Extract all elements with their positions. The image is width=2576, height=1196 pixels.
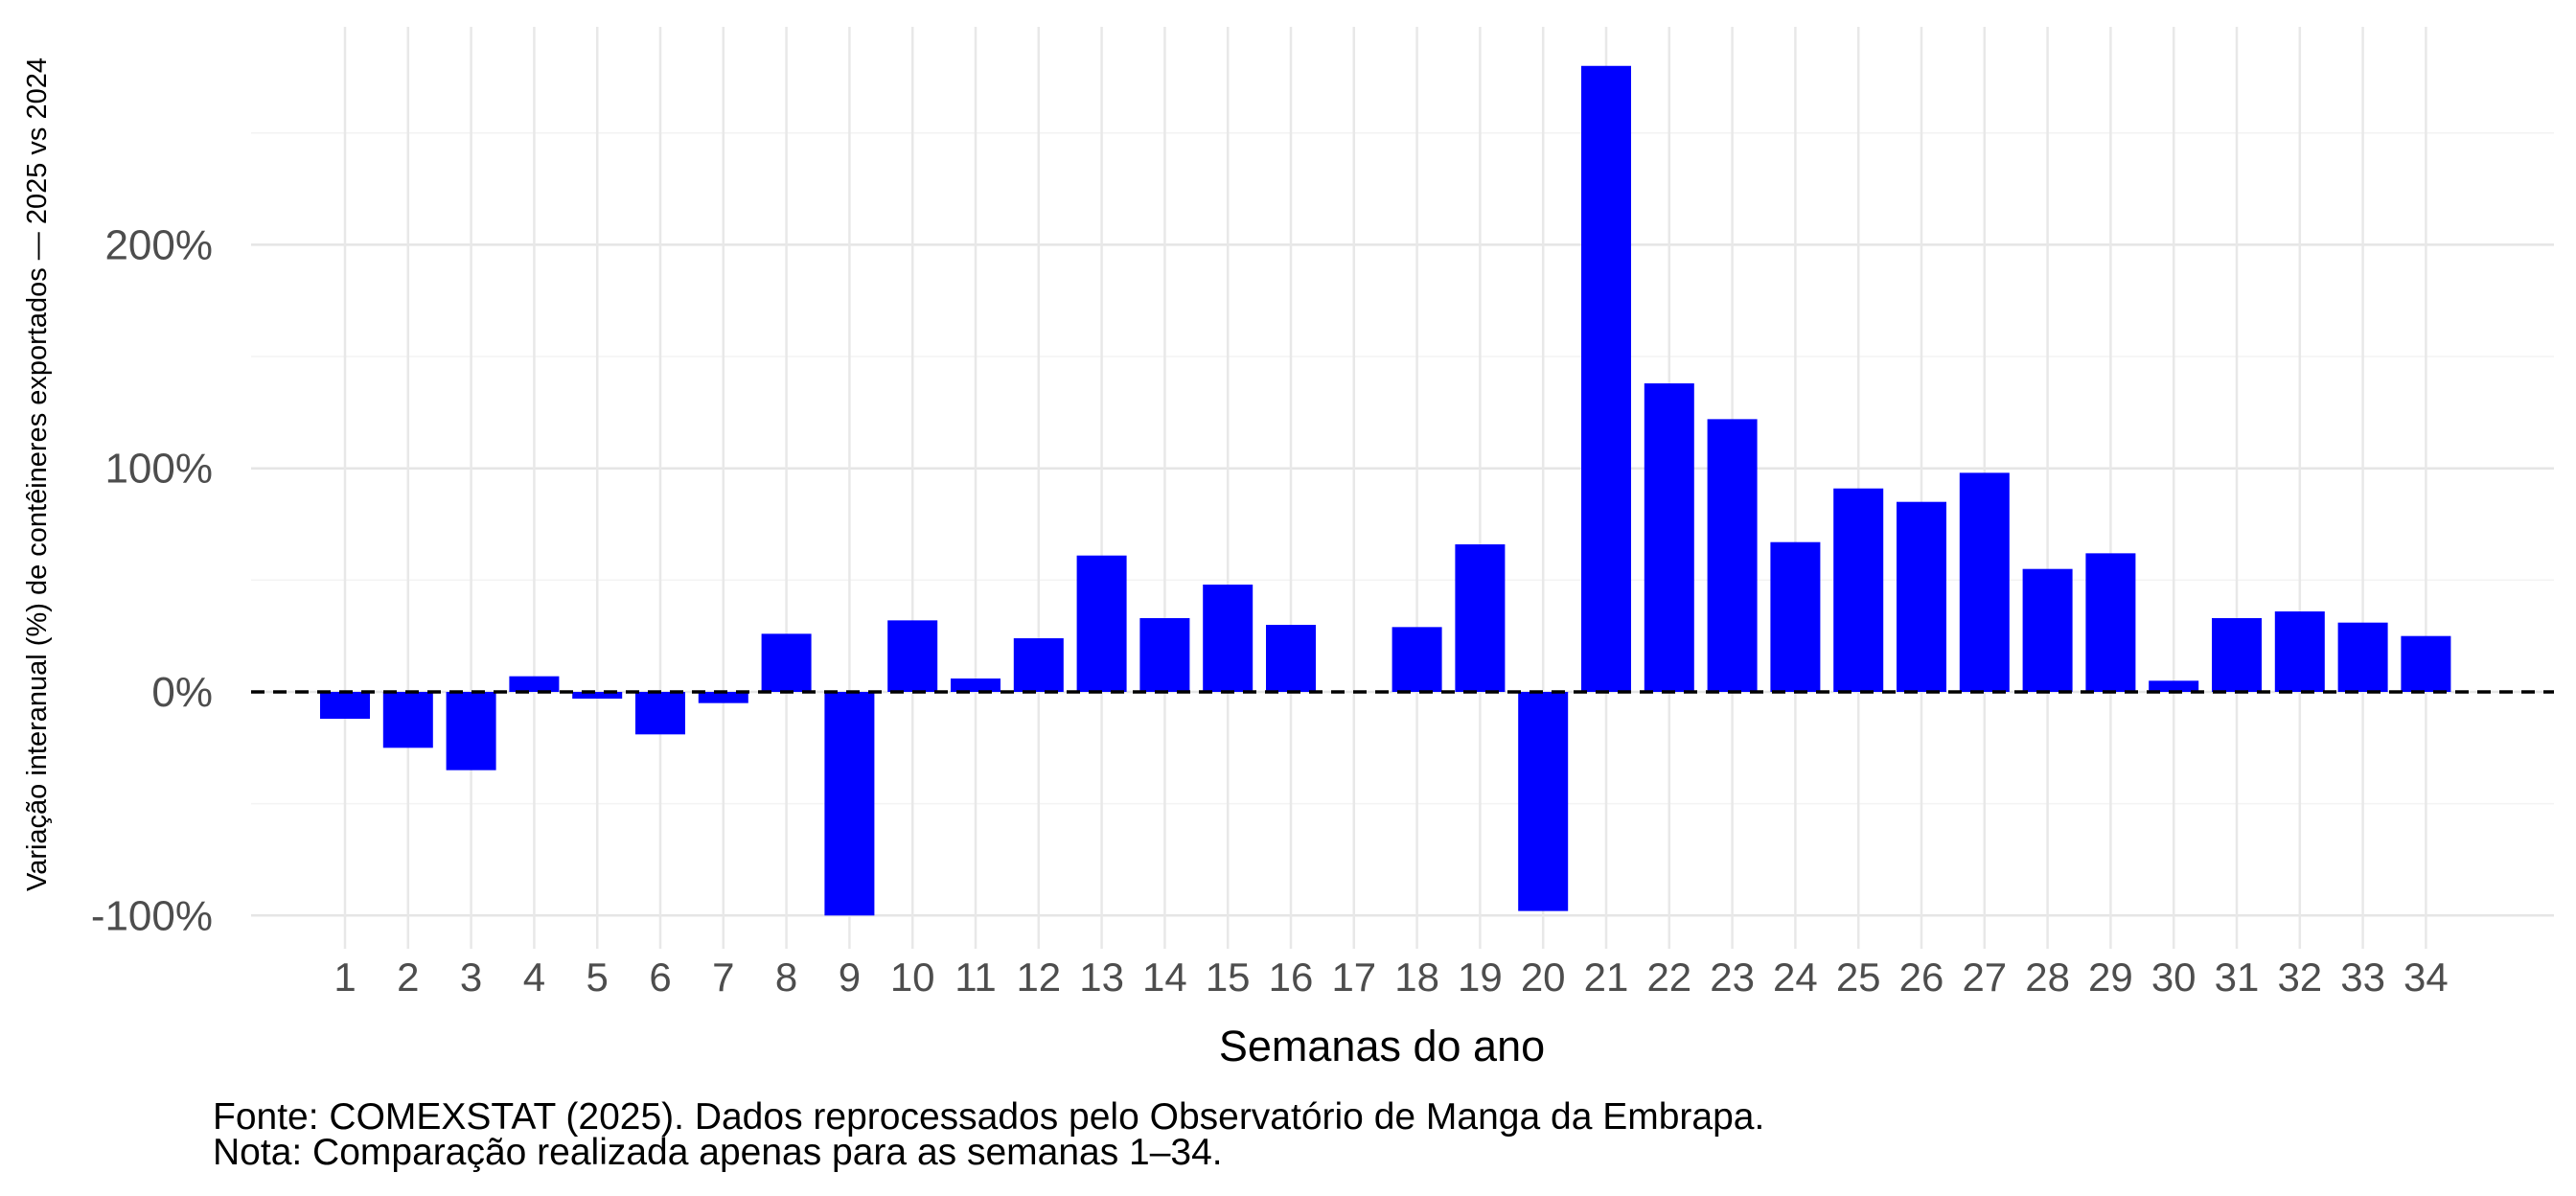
bar-week-1: [320, 692, 370, 719]
bar-week-4: [509, 676, 560, 692]
x-tick-label: 15: [1206, 954, 1251, 1000]
bar-week-22: [1644, 383, 1694, 692]
x-tick-label: 4: [523, 954, 545, 1000]
x-tick-label: 12: [1016, 954, 1061, 1000]
bar-week-23: [1707, 419, 1758, 692]
bar-week-27: [1959, 472, 2010, 692]
x-tick-label: 22: [1646, 954, 1691, 1000]
x-tick-label: 1: [334, 954, 356, 1000]
bar-week-18: [1392, 627, 1442, 692]
x-tick-label: 11: [954, 954, 997, 1000]
grid: [251, 27, 2554, 949]
x-tick-label: 16: [1269, 954, 1314, 1000]
x-tick-label: 20: [1521, 954, 1566, 1000]
x-tick-label: 30: [2151, 954, 2196, 1000]
source-caption: Fonte: COMEXSTAT (2025). Dados reprocess…: [213, 1096, 1765, 1138]
bar-week-8: [761, 633, 812, 692]
note-caption: Nota: Comparação realizada apenas para a…: [213, 1132, 1223, 1173]
x-tick-label: 2: [397, 954, 419, 1000]
bar-week-9: [824, 692, 875, 916]
x-tick-label: 19: [1458, 954, 1503, 1000]
x-tick-label: 33: [2340, 954, 2385, 1000]
x-tick-label: 8: [775, 954, 797, 1000]
bar-week-25: [1833, 488, 1884, 692]
bar-week-11: [951, 678, 1000, 692]
x-tick-labels: 1 2 3 4 5 6 7 8 9 10 11 12 13 14 15 16 17 18 19 20 21 22 23 24 2…: [334, 954, 2448, 1000]
bar-week-30: [2149, 680, 2199, 692]
bar-week-19: [1455, 544, 1506, 692]
bar-week-13: [1076, 555, 1127, 692]
x-tick-label: 9: [839, 954, 861, 1000]
bar-week-5: [572, 692, 623, 699]
x-tick-label: 6: [649, 954, 671, 1000]
x-tick-label: 27: [1962, 954, 2007, 1000]
bar-week-20: [1518, 692, 1569, 911]
x-tick-label: 13: [1079, 954, 1124, 1000]
x-tick-label: 10: [890, 954, 935, 1000]
x-tick-label: 26: [1899, 954, 1944, 1000]
bar-week-34: [2401, 635, 2451, 692]
bar-week-24: [1770, 541, 1821, 692]
y-tick-label: 0%: [151, 669, 213, 716]
bars: [320, 65, 2451, 916]
y-tick-label: -100%: [91, 892, 213, 939]
bar-week-31: [2212, 618, 2262, 692]
x-tick-label: 24: [1773, 954, 1818, 1000]
bar-week-26: [1897, 501, 1946, 692]
x-tick-label: 34: [2404, 954, 2449, 1000]
y-tick-label: 200%: [104, 221, 213, 268]
bar-week-33: [2337, 622, 2388, 692]
y-tick-label: 100%: [104, 446, 213, 493]
x-tick-label: 32: [2277, 954, 2322, 1000]
bar-week-2: [382, 692, 433, 748]
x-tick-label: 28: [2025, 954, 2070, 1000]
x-tick-label: 25: [1836, 954, 1881, 1000]
bar-week-7: [698, 692, 748, 703]
x-axis-label: Semanas do ano: [1219, 1022, 1545, 1070]
x-tick-label: 21: [1584, 954, 1629, 1000]
bar-week-6: [635, 692, 685, 735]
x-tick-label: 5: [586, 954, 609, 1000]
x-tick-label: 31: [2215, 954, 2260, 1000]
bar-week-10: [887, 620, 938, 692]
bar-week-16: [1266, 625, 1316, 692]
x-tick-label: 14: [1142, 954, 1187, 1000]
x-tick-label: 3: [460, 954, 482, 1000]
bar-week-12: [1013, 638, 1064, 692]
x-tick-label: 17: [1331, 954, 1376, 1000]
x-tick-label: 18: [1394, 954, 1439, 1000]
bar-week-14: [1139, 618, 1190, 692]
y-axis-label: Variação interanual (%) de contêineres e…: [22, 58, 53, 891]
bar-week-21: [1581, 65, 1631, 692]
x-tick-label: 29: [2088, 954, 2133, 1000]
bar-week-28: [2022, 568, 2073, 692]
bar-week-3: [446, 692, 496, 770]
bar-week-29: [2085, 553, 2136, 692]
x-tick-label: 7: [712, 954, 734, 1000]
bar-week-15: [1203, 585, 1254, 692]
x-tick-label: 23: [1710, 954, 1755, 1000]
y-tick-labels: -100% 0% 100% 200%: [91, 221, 213, 939]
bar-week-32: [2274, 611, 2325, 692]
